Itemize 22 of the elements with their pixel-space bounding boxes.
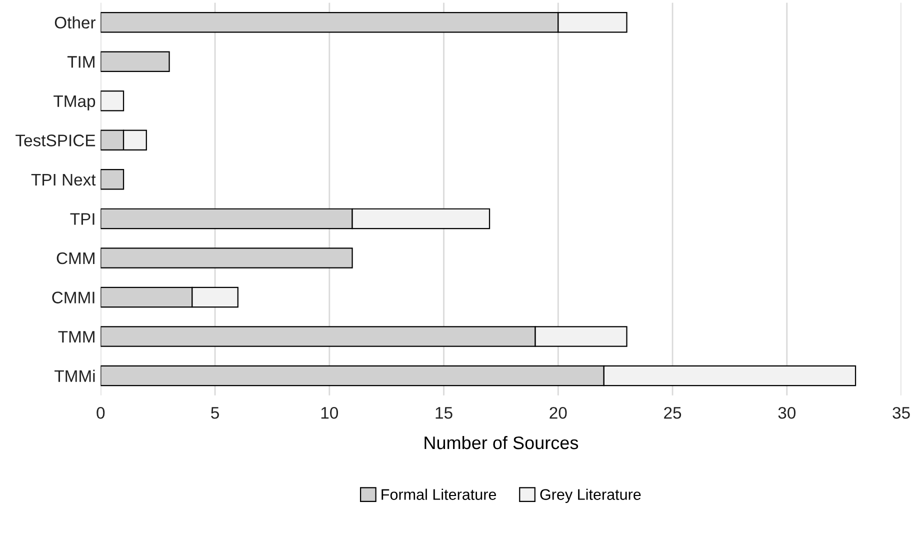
y-tick-label: Other (54, 16, 96, 29)
y-tick-label: CMM (56, 252, 94, 264)
y-tick-label: CMMI (52, 292, 94, 304)
y-tick-label: TMM (58, 331, 94, 343)
x-tick-label: 35 (892, 406, 910, 419)
x-tick-label: 25 (664, 406, 682, 419)
x-tick-label: 5 (211, 407, 219, 419)
x-tick-label: 30 (778, 406, 796, 419)
y-tick-label: TMMi (54, 370, 95, 382)
x-tick-label: 20 (550, 406, 567, 419)
y-tick-label: TPI Next (31, 174, 96, 186)
x-tick-label: 15 (436, 407, 452, 419)
x-tick-label: 10 (321, 406, 338, 419)
y-tick-label: TPI (70, 213, 94, 225)
y-tick-label: TIM (67, 56, 94, 68)
bar (100, 90, 124, 112)
y-tick-label: TMap (54, 95, 96, 110)
y-tick-label: TestSPICE (16, 134, 96, 146)
legend-label: Grey Literature (540, 488, 641, 503)
x-axis-title: Number of Sources (424, 436, 578, 450)
x-tick-label: 0 (96, 406, 105, 419)
legend-label: Formal Literature (382, 488, 496, 500)
